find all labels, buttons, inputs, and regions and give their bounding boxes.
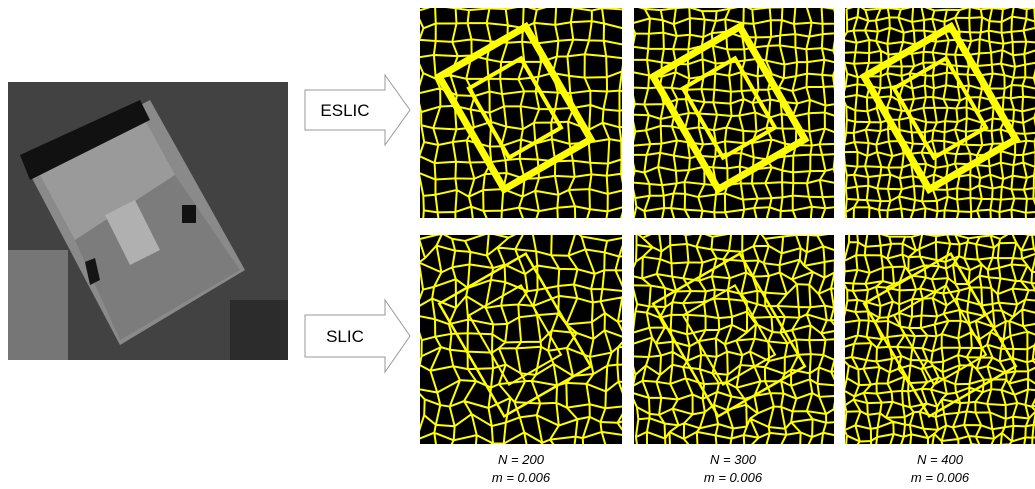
- arrow-slic: SLIC: [305, 300, 410, 372]
- caption-m: m = 0.006: [492, 470, 551, 485]
- figure: ESLIC SLIC N = 200 m = 0.006 N = 300 m =…: [0, 0, 1035, 489]
- row-label: ESLIC: [320, 101, 369, 120]
- caption-m: m = 0.006: [704, 470, 763, 485]
- caption-n: N = 400: [917, 452, 964, 467]
- caption-n: N = 300: [710, 452, 757, 467]
- superpixel-tile: [841, 231, 1035, 453]
- superpixel-tile: [631, 5, 852, 227]
- caption-m: m = 0.006: [911, 470, 970, 485]
- caption-n: N = 200: [498, 452, 545, 467]
- arrow-eslic: ESLIC: [305, 75, 410, 145]
- superpixel-tile: [630, 230, 855, 456]
- superpixel-tile: [842, 5, 1035, 223]
- superpixel-tile: [416, 4, 643, 230]
- aerial-image: [8, 82, 288, 360]
- row-label: SLIC: [326, 327, 364, 346]
- superpixel-tile: [413, 228, 645, 459]
